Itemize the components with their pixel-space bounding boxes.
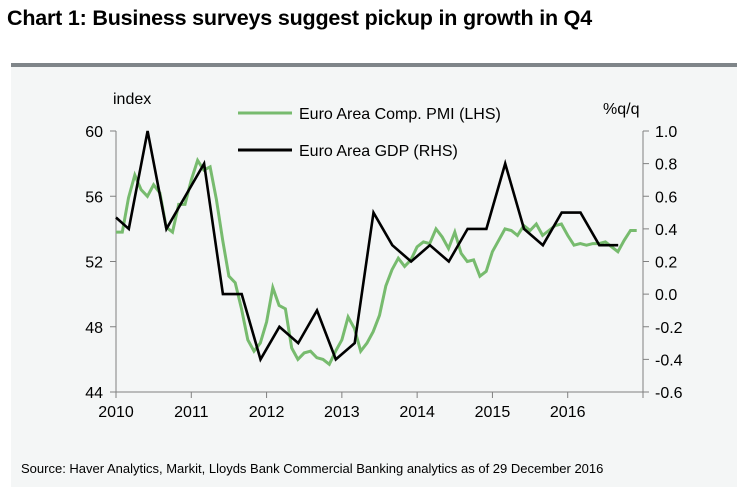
legend-pmi-label: Euro Area Comp. PMI (LHS)	[299, 106, 501, 123]
axes: 60 56 52 48 44 1.0 0.8 0.6 0.4 0.2 0.0 -0.2 -0.4 -0.6…	[85, 124, 682, 421]
left-axis-unit-label: index	[113, 91, 151, 108]
x-axis-tick-label: 2014	[399, 404, 435, 421]
pmi-line	[116, 156, 637, 367]
legend-gdp-label: Euro Area GDP (RHS)	[299, 143, 458, 160]
series-layer	[115, 130, 637, 367]
left-axis-tick-label: 44	[85, 385, 103, 402]
x-axis-tick-label: 2011	[174, 404, 209, 421]
legend: Euro Area Comp. PMI (LHS) Euro Area GDP …	[238, 106, 501, 160]
right-axis-tick-label: 0.4	[655, 222, 677, 239]
x-axis-tick-label: 2016	[550, 404, 586, 421]
left-axis-tick-label: 52	[85, 255, 103, 272]
right-axis-tick-label: 0.2	[655, 255, 677, 272]
left-axis-tick-label: 56	[85, 189, 103, 206]
right-axis-tick-label: 0.0	[655, 287, 677, 304]
right-axis-tick-label: 0.6	[655, 189, 677, 206]
left-axis-tick-label: 60	[85, 124, 103, 141]
left-axis-tick-label: 48	[85, 320, 103, 337]
right-axis-tick-label: -0.2	[655, 320, 683, 337]
right-axis-tick-label: 1.0	[655, 124, 677, 141]
right-axis-tick-label: -0.4	[655, 352, 683, 369]
title-divider	[11, 63, 737, 67]
x-axis-tick-label: 2013	[324, 404, 360, 421]
chart-title: Chart 1: Business surveys suggest pickup…	[7, 6, 592, 30]
right-axis-unit-label: %q/q	[603, 101, 639, 118]
x-axis-tick-label: 2012	[249, 404, 285, 421]
right-axis-tick-label: 0.8	[655, 157, 677, 174]
x-axis-tick-label: 2010	[98, 404, 134, 421]
right-axis-tick-label: -0.6	[655, 385, 683, 402]
gdp-line	[115, 130, 619, 363]
x-axis-tick-label: 2015	[475, 404, 511, 421]
chart-panel	[11, 67, 737, 487]
source-note: Source: Haver Analytics, Markit, Lloyds …	[21, 461, 604, 476]
